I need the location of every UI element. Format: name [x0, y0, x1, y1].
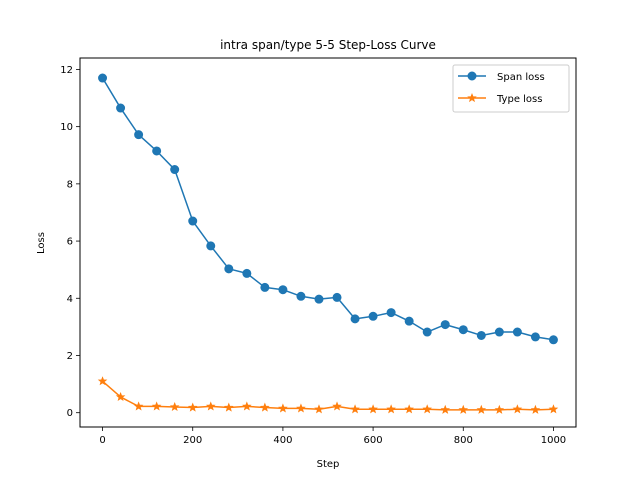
span-loss-point	[188, 216, 198, 226]
type-loss-point	[512, 404, 523, 414]
span-loss-point	[98, 73, 108, 83]
y-tick-label: 10	[60, 122, 73, 133]
span-loss-point	[404, 316, 414, 326]
type-loss-point	[494, 404, 505, 414]
type-loss-point	[97, 376, 108, 386]
y-tick-label: 12	[60, 65, 73, 76]
type-loss-point	[368, 404, 378, 414]
span-loss-point	[296, 291, 306, 301]
type-loss-point	[169, 401, 180, 412]
span-loss-point	[134, 130, 144, 140]
x-tick-label: 1000	[541, 435, 566, 446]
x-tick-label: 800	[454, 435, 473, 446]
x-tick-label: 200	[183, 435, 202, 446]
y-axis-label: Loss	[36, 232, 47, 254]
type-loss-point	[115, 391, 126, 402]
span-loss-point	[368, 311, 378, 321]
span-loss-point	[332, 292, 342, 302]
x-axis: 0 200 400 600 800 1000	[99, 427, 566, 446]
span-loss-point	[440, 320, 450, 330]
x-tick-label: 0	[99, 435, 105, 446]
span-loss-point	[494, 327, 504, 337]
type-loss-point	[350, 404, 360, 414]
y-tick-label: 8	[67, 179, 73, 190]
type-loss-point	[242, 401, 252, 411]
span-loss-point	[530, 332, 540, 342]
type-loss-point	[133, 401, 144, 411]
type-loss-legend-marker	[467, 92, 477, 103]
span-loss-point	[314, 294, 324, 304]
span-loss-point	[224, 264, 234, 274]
type-loss-point	[151, 401, 162, 411]
type-loss-point	[386, 404, 396, 414]
type-loss-point	[296, 403, 306, 413]
span-loss-line	[101, 77, 554, 341]
type-loss-point	[422, 404, 432, 414]
legend: Span loss Type loss	[452, 64, 570, 113]
y-tick-label: 6	[67, 237, 73, 248]
type-loss-legend-label: Type loss	[496, 94, 542, 105]
y-axis: 0 2 4 6 8 10 12	[60, 65, 80, 419]
x-tick-label: 600	[364, 435, 383, 446]
type-loss-series	[97, 376, 559, 414]
type-loss-point	[224, 402, 234, 412]
chart-title: intra span/type 5-5 Step-Loss Curve	[220, 38, 436, 52]
type-loss-point	[205, 401, 216, 411]
span-loss-point	[170, 165, 180, 175]
span-loss-point	[512, 327, 522, 337]
span-loss-point	[548, 335, 558, 345]
y-tick-label: 2	[67, 351, 73, 362]
span-loss-point	[116, 103, 126, 113]
span-loss-point	[350, 314, 360, 324]
type-loss-point	[404, 404, 414, 414]
span-loss-legend-marker	[467, 71, 477, 81]
type-loss-point	[314, 404, 324, 414]
span-loss-point	[476, 330, 486, 340]
y-tick-label: 4	[67, 294, 73, 305]
type-loss-point	[548, 404, 559, 414]
span-loss-point	[260, 282, 270, 292]
span-loss-point	[242, 268, 252, 278]
type-loss-point	[458, 404, 469, 414]
span-loss-point	[422, 327, 432, 337]
span-loss-point	[278, 285, 288, 295]
plot-area	[79, 57, 577, 428]
type-loss-point	[187, 402, 198, 412]
x-axis-label: Step	[317, 459, 340, 470]
type-loss-point	[278, 403, 288, 413]
span-loss-series	[98, 73, 558, 345]
type-loss-point	[530, 404, 541, 414]
type-loss-line	[102, 380, 554, 411]
type-loss-point	[440, 404, 451, 414]
x-tick-label: 400	[273, 435, 292, 446]
type-loss-point	[476, 404, 487, 414]
span-loss-point	[386, 308, 396, 318]
type-loss-point	[332, 401, 342, 411]
span-loss-point	[152, 146, 162, 156]
series-layer	[97, 73, 559, 414]
type-loss-point	[260, 402, 270, 412]
span-loss-point	[206, 241, 216, 251]
span-loss-point	[458, 325, 468, 335]
y-tick-label: 0	[67, 408, 73, 419]
span-loss-legend-label: Span loss	[497, 72, 545, 83]
